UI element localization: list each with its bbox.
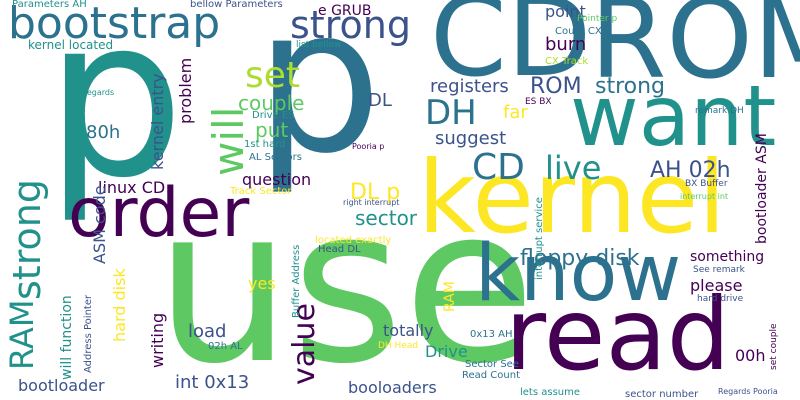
word-dh-head: DH Head: [378, 341, 419, 351]
word-dl-p: DL p: [350, 180, 401, 205]
word-lets-assume: lets assume: [520, 387, 581, 398]
word-ah-02h: AH 02h: [650, 158, 731, 183]
word-strong-right: strong: [595, 74, 666, 99]
word-strong-top: strong: [290, 3, 411, 47]
word-bx-buffer: BX Buffer: [685, 179, 728, 189]
word-80h: 80h: [86, 122, 121, 143]
word-int-0x13: int 0x13: [175, 372, 250, 393]
word-address-pointer: Address Pointer: [83, 294, 94, 373]
word-pooria-p: Pooria p: [352, 142, 385, 151]
word-see-remark: See remark: [693, 265, 745, 275]
word-ram-large: RAM: [3, 299, 41, 370]
word-sector-see: Sector See: [465, 359, 519, 370]
word-read: read: [505, 276, 731, 393]
word-registers: registers: [430, 76, 509, 97]
word-list-bellow: list bellow: [296, 40, 342, 50]
word-1st-hard: 1st hard: [244, 139, 286, 150]
word-e-grub: e GRUB: [318, 3, 372, 19]
word-something: something: [690, 249, 765, 265]
word-rom-small: ROM: [530, 74, 582, 99]
word-buffer-address: Buffer Address: [291, 244, 302, 318]
word-p-left: p: [45, 0, 185, 226]
word-drive-es: Drive ES: [252, 110, 295, 121]
word-know: know: [475, 229, 682, 319]
word-cx-track: CX Track: [545, 56, 589, 67]
word-interrupt-int: interrupt int: [680, 192, 729, 201]
word-kernel: kernel: [418, 139, 726, 256]
word-yes: yes: [248, 274, 276, 293]
word-drive: Drive: [425, 342, 468, 361]
word-live: live: [545, 149, 602, 187]
word-parameters-ah: Parameters AH: [12, 0, 87, 10]
word-kernel-entry: kernel entry: [148, 73, 167, 170]
word-hard-disk: hard disk: [110, 268, 129, 342]
word-suggest: suggest: [435, 128, 507, 149]
word-00h: 00h: [735, 346, 766, 365]
word-0x13-ah: 0x13 AH: [470, 329, 513, 340]
word-cd-medium: CD: [472, 147, 525, 188]
word-dh: DH: [425, 93, 477, 133]
word-booloaders: booloaders: [348, 378, 437, 397]
word-bootloader: bootloader: [18, 376, 105, 395]
word-02h-al: 02h AL: [208, 341, 243, 352]
word-set-couple: set couple: [769, 323, 779, 370]
word-regards-pooria: Regards Pooria: [718, 387, 778, 396]
word-track-sector: Track Sector: [230, 186, 292, 197]
word-count-cx: Count CX: [555, 26, 602, 37]
word-problem: problem: [176, 57, 195, 124]
word-will-function: will function: [59, 295, 75, 380]
word-p-regards: p Regards: [74, 88, 115, 97]
word-load: load: [188, 321, 227, 342]
word-question: question: [242, 170, 312, 189]
word-ram-small: RAM: [442, 281, 458, 312]
word-far: far: [503, 102, 528, 123]
word-sector-number: sector number: [625, 389, 699, 400]
word-set: set: [245, 55, 301, 96]
word-remark-dh: remark DH: [695, 106, 744, 116]
word-kernel-located: kernel located: [28, 38, 114, 52]
word-cd-large: CD: [430, 0, 592, 101]
word-linux-cd: linux CD: [98, 178, 166, 197]
word-sector: sector: [355, 206, 418, 230]
word-use: use: [155, 160, 536, 400]
word-right-interrupt: right interrupt: [343, 198, 400, 207]
word-asm-code: ASM code: [90, 185, 109, 264]
word-pointer-p: Pointer p: [577, 14, 618, 24]
word-head-dl: Head DL: [318, 244, 361, 255]
word-order: order: [68, 174, 250, 253]
word-want: want: [570, 67, 777, 165]
word-point: point: [545, 2, 586, 21]
word-totally: totally: [383, 321, 434, 340]
word-please: please: [690, 276, 743, 295]
word-floppy-disk: floppy disk: [520, 246, 640, 271]
word-interrupt-service: interrupt service: [534, 197, 545, 280]
word-dl: DL: [368, 90, 392, 111]
word-burn: burn: [545, 34, 587, 55]
word-al-sectors: AL Sectors: [249, 152, 302, 163]
word-rom-large: ROM: [590, 0, 800, 103]
word-es-bx: ES BX: [525, 97, 552, 107]
word-hard-drive: hard drive: [697, 294, 744, 304]
word-p-center: p: [255, 0, 382, 198]
word-strong-vertical: strong: [5, 179, 49, 300]
word-couple: couple: [238, 91, 305, 115]
word-located-exactly: located exactly: [315, 235, 392, 246]
word-read-count: Read Count: [462, 370, 521, 381]
word-put: put: [255, 118, 289, 142]
word-bellow-parameters: bellow Parameters: [190, 0, 283, 10]
word-bootloader-asm: bootloader ASM: [754, 133, 770, 244]
word-bootstrap: bootstrap: [8, 0, 221, 49]
word-writing: writing: [148, 312, 167, 368]
